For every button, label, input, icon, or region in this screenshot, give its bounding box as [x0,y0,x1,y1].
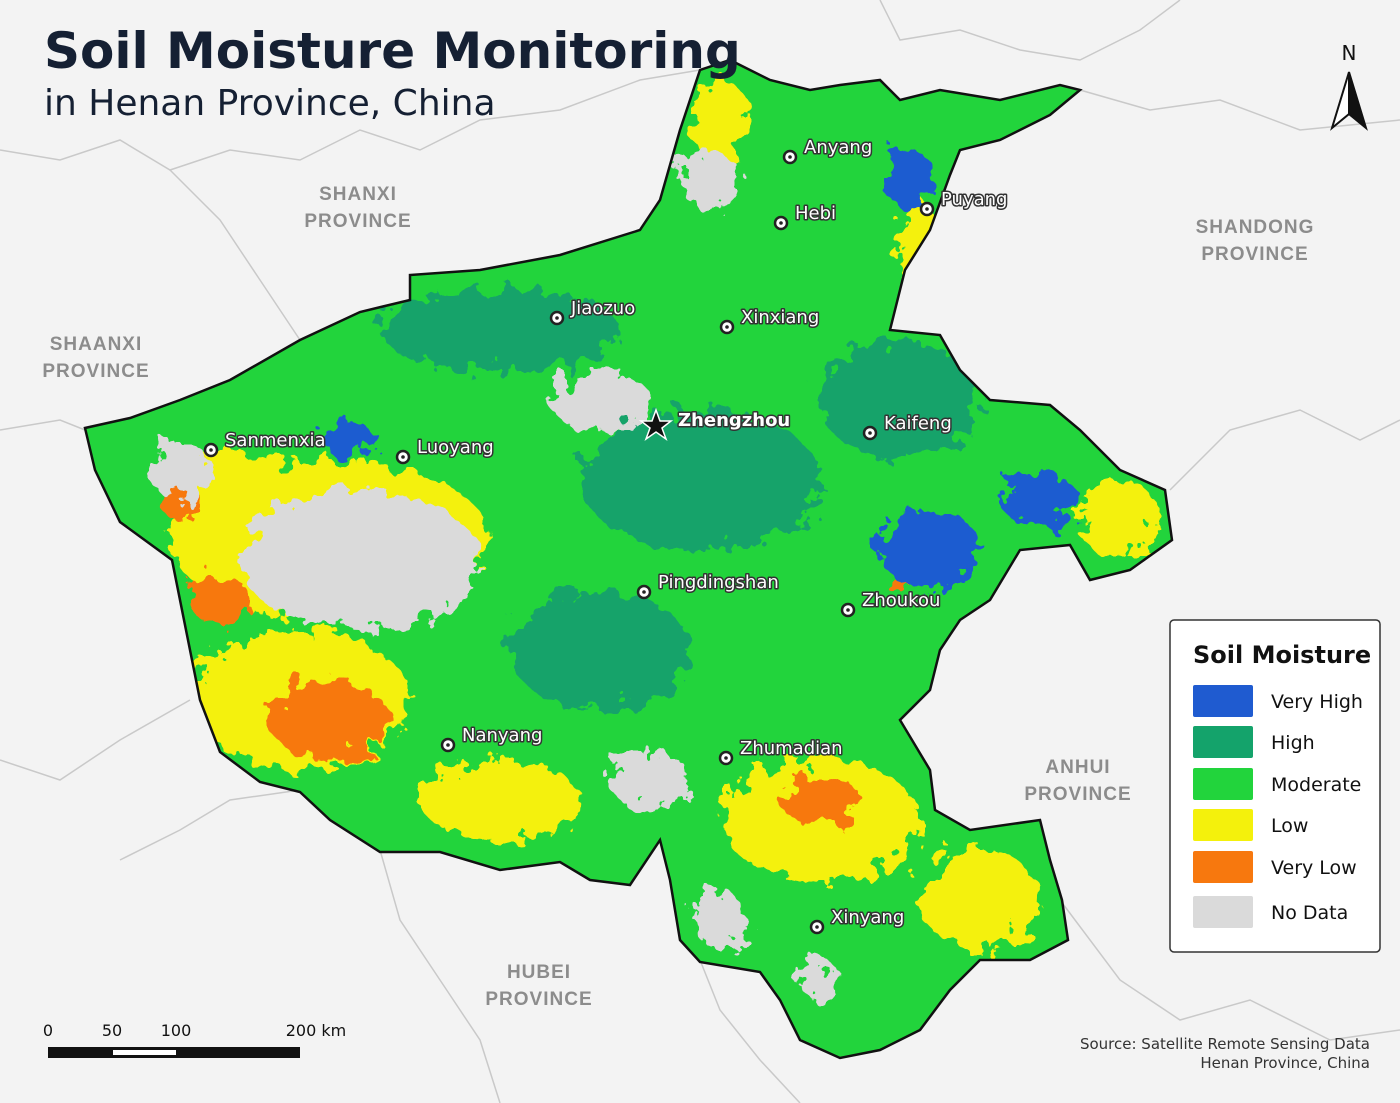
legend-swatch [1193,896,1253,928]
province-label: ANHUI [1045,757,1110,778]
legend-swatch [1193,809,1253,841]
province-label: PROVINCE [304,211,411,232]
city-label: Zhoukou [862,590,940,611]
city-label: Pingdingshan [658,572,779,593]
province-label: SHANXI [319,184,397,205]
legend-swatch [1193,726,1253,758]
scale-label: 200 km [286,1021,346,1040]
province-label: SHANDONG [1196,217,1315,238]
city-label: Sanmenxia [225,430,326,451]
city-label: Hebi [795,203,836,224]
city-label: Anyang [804,137,872,158]
province-label: SHAANXI [50,334,143,355]
capital-label: Zhengzhou [678,410,790,431]
legend: Soil Moisture Very High High Moderate Low Ve… [1169,619,1381,953]
city-label: Puyang [941,189,1007,210]
city-label: Zhumadian [740,738,843,759]
north-label: N [1342,41,1357,65]
legend-label: High [1271,732,1315,754]
source-text: Source: Satellite Remote Sensing Data [1080,1035,1370,1053]
map-title: Soil Moisture Monitoring [44,22,741,80]
scale-label: 0 [43,1021,53,1040]
henan-province [83,58,1174,1060]
scale-label: 50 [102,1021,122,1040]
province-label: PROVINCE [42,361,149,382]
province-label: PROVINCE [1024,784,1131,805]
city-label: Nanyang [462,725,542,746]
scale-bar: 0 50 100 200 km [43,1021,346,1058]
legend-label: Low [1271,815,1308,837]
legend-swatch [1193,851,1253,883]
source-text: Henan Province, China [1200,1054,1370,1072]
legend-title: Soil Moisture [1193,641,1371,669]
city-label: Jiaozuo [570,298,635,319]
legend-label: Very Low [1271,857,1357,879]
province-label: HUBEI [507,962,571,983]
city-label: Luoyang [417,437,494,458]
map-subtitle: in Henan Province, China [44,83,496,124]
moisture-patches [150,80,1160,1000]
city-label: Kaifeng [884,413,952,434]
city-label: Xinyang [831,907,904,928]
legend-label: No Data [1271,902,1348,924]
legend-swatch [1193,685,1253,717]
legend-label: Very High [1271,691,1363,713]
scale-label: 100 [161,1021,192,1040]
province-label: PROVINCE [1201,244,1308,265]
capital-marker [638,407,674,441]
province-border [83,58,1174,1060]
north-arrow: N [1330,41,1368,131]
city-label: Xinxiang [741,307,819,328]
province-label: PROVINCE [485,989,592,1010]
legend-label: Moderate [1271,774,1361,796]
legend-swatch [1193,768,1253,800]
